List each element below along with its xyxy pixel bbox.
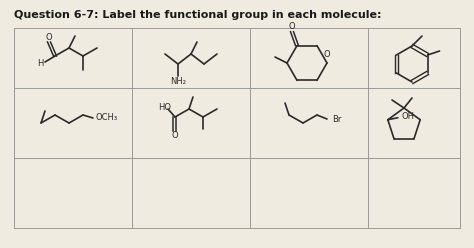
Text: O: O [289, 22, 295, 31]
Text: HO: HO [158, 102, 172, 112]
Text: O: O [172, 131, 178, 141]
Text: Br: Br [332, 116, 342, 124]
Text: NH₂: NH₂ [170, 77, 186, 87]
Text: OH: OH [401, 112, 414, 121]
Text: OCH₃: OCH₃ [96, 114, 118, 123]
Text: H: H [37, 60, 43, 68]
Text: O: O [324, 50, 330, 59]
Text: Question 6-7: Label the functional group in each molecule:: Question 6-7: Label the functional group… [14, 10, 382, 20]
Text: O: O [46, 32, 52, 41]
